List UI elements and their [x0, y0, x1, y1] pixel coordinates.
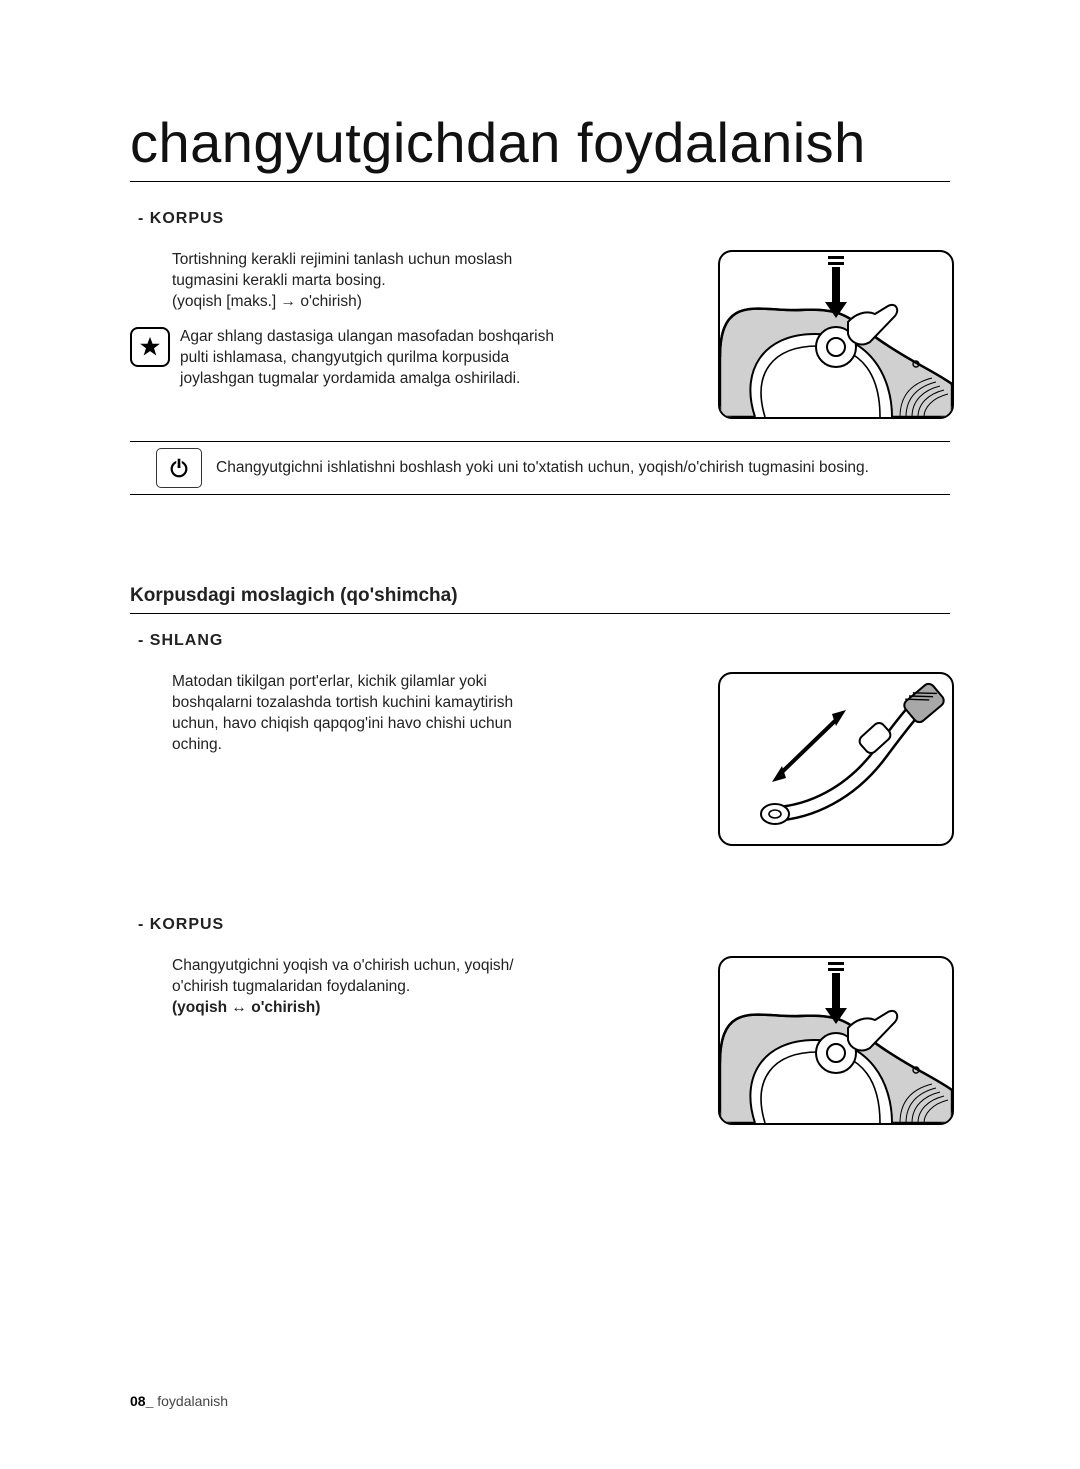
shlang-row: Matodan tikilgan port'erlar, kichik gila… [130, 672, 950, 846]
section-heading-korpus-1: - KORPUS [138, 210, 950, 228]
korpus2-row: Changyutgichni yoqish va o'chirish uchun… [130, 956, 950, 1125]
section-heading-shlang: - SHLANG [138, 632, 950, 650]
page-footer: 08_ foydalanish [130, 1393, 228, 1409]
power-icon-svg [168, 457, 190, 479]
vacuum-body-figure-2 [718, 956, 954, 1125]
korpus1-paragraph-2: Agar shlang dastasiga ulangan masofadan … [180, 327, 554, 390]
divider-2 [130, 494, 950, 495]
shlang-paragraph-1: Matodan tikilgan port'erlar, kichik gila… [172, 672, 592, 756]
korpus1-text: Tortishning kerakli rejimini tanlash uch… [130, 250, 698, 404]
star-note-row: Agar shlang dastasiga ulangan masofadan … [130, 327, 698, 404]
vacuum-body-figure-1 [718, 250, 954, 419]
hose-figure [718, 672, 954, 846]
star-icon [130, 327, 170, 367]
korpus1-row: Tortishning kerakli rejimini tanlash uch… [130, 250, 950, 419]
korpus1-paragraph-1: Tortishning kerakli rejimini tanlash uch… [172, 250, 592, 313]
manual-page: changyutgichdan foydalanish - KORPUS Tor… [0, 0, 1080, 1469]
section-heading-moslagich: Korpusdagi moslagich (qo'shimcha) [130, 585, 950, 614]
divider-1 [130, 441, 950, 442]
shlang-figure-col [718, 672, 950, 846]
korpus2-figure-col [718, 956, 950, 1125]
shlang-text: Matodan tikilgan port'erlar, kichik gila… [130, 672, 698, 770]
page-number: 08_ [130, 1393, 153, 1409]
section-heading-korpus-2: - KORPUS [138, 916, 950, 934]
star-icon-svg [139, 336, 161, 358]
power-icon [156, 448, 202, 488]
power-note-text: Changyutgichni ishlatishni boshlash yoki… [216, 458, 869, 479]
korpus2-paragraph-1: Changyutgichni yoqish va o'chirish uchun… [172, 956, 592, 1019]
korpus2-bold-line: (yoqish ↔ o'chirish) [172, 999, 320, 1016]
korpus2-text: Changyutgichni yoqish va o'chirish uchun… [130, 956, 698, 1033]
page-title: changyutgichdan foydalanish [130, 110, 950, 182]
power-note-row: Changyutgichni ishlatishni boshlash yoki… [156, 448, 876, 488]
korpus1-figure-col [718, 250, 950, 419]
footer-label: foydalanish [157, 1393, 228, 1409]
